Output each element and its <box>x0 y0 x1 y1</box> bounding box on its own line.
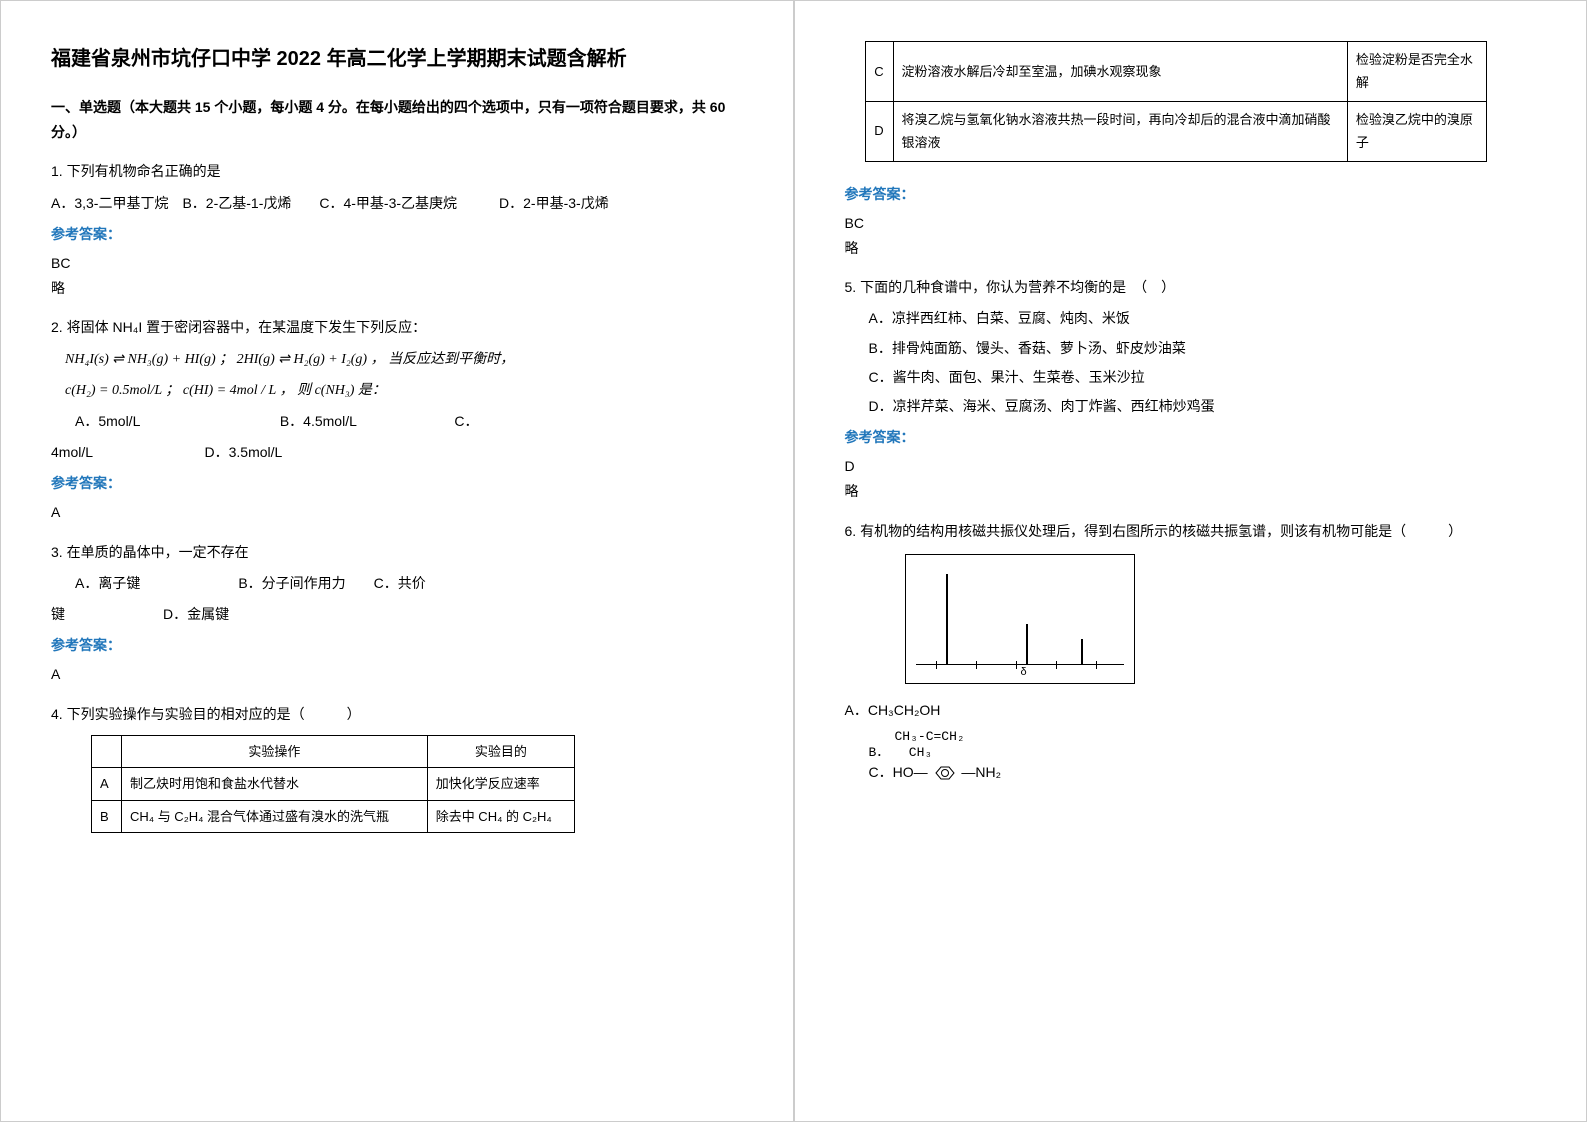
q4-rowB-op: CH₄ 与 C₂H₄ 混合气体通过盛有溴水的洗气瓶 <box>122 800 428 832</box>
table-row: D 将溴乙烷与氢氧化钠水溶液共热一段时间，再向冷却后的混合液中滴加硝酸银溶液 检… <box>865 101 1486 161</box>
nmr-tick <box>1096 661 1097 669</box>
q4-rowC-op: 淀粉溶液水解后冷却至室温，加碘水观察现象 <box>893 42 1347 102</box>
q2-stem: 2. 将固体 NH₄I 置于密闭容器中，在某温度下发生下列反应： <box>51 315 743 340</box>
nmr-peak <box>1081 639 1083 664</box>
table-row: B CH₄ 与 C₂H₄ 混合气体通过盛有溴水的洗气瓶 除去中 CH₄ 的 C₂… <box>92 800 575 832</box>
q2-opts-1: A．5mol/L B．4.5mol/L C． <box>75 409 743 434</box>
nmr-tick <box>936 661 937 669</box>
q1-note: 略 <box>51 276 743 301</box>
q6-opt-c: C．HO— —NH₂ <box>869 760 1537 785</box>
q4-rowA-op: 制乙炔时用饱和食盐水代替水 <box>122 768 428 800</box>
q6-opt-a: A．CH₃CH₂OH <box>845 698 1537 723</box>
q2-formula-2: c(H₂) = 0.5mol/L ； c(HI) = 4mol / L ， 则 … <box>65 378 743 403</box>
table-row: C 淀粉溶液水解后冷却至室温，加碘水观察现象 检验淀粉是否完全水解 <box>865 42 1486 102</box>
q3-ans: A <box>51 662 743 687</box>
q5-stem: 5. 下面的几种食谱中，你认为营养不均衡的是 （ ） <box>845 275 1537 300</box>
q6-stem: 6. 有机物的结构用核磁共振仪处理后，得到右图所示的核磁共振氢谱，则该有机物可能… <box>845 519 1537 544</box>
q5-opt-b: B．排骨炖面筋、馒头、香菇、萝卜汤、虾皮炒油菜 <box>869 336 1537 361</box>
q6-opt-b-line1: CH₃-C=CH₂ <box>869 729 1537 745</box>
q5-ans-label: 参考答案： <box>845 425 1537 450</box>
page-right: C 淀粉溶液水解后冷却至室温，加碘水观察现象 检验淀粉是否完全水解 D 将溴乙烷… <box>794 0 1587 1122</box>
nmr-spectrum: δ <box>905 554 1135 684</box>
q2-ans: A <box>51 500 743 525</box>
q4-table: 实验操作 实验目的 A 制乙炔时用饱和食盐水代替水 加快化学反应速率 B CH₄… <box>91 735 575 833</box>
q5-note: 略 <box>845 479 1537 504</box>
q1-stem: 1. 下列有机物命名正确的是 <box>51 159 743 184</box>
nmr-axis-label: δ <box>1021 663 1027 683</box>
doc-title: 福建省泉州市坑仔口中学 2022 年高二化学上学期期末试题含解析 <box>51 41 743 77</box>
q4-rowB-letter: B <box>92 800 122 832</box>
q4-rowC-aim: 检验淀粉是否完全水解 <box>1347 42 1486 102</box>
section-1-head: 一、单选题（本大题共 15 个小题，每小题 4 分。在每小题给出的四个选项中，只… <box>51 95 743 145</box>
nmr-peak <box>946 574 948 664</box>
page-left: 福建省泉州市坑仔口中学 2022 年高二化学上学期期末试题含解析 一、单选题（本… <box>0 0 794 1122</box>
nmr-x-axis <box>916 664 1124 665</box>
q4-th-aim: 实验目的 <box>427 735 574 767</box>
q5-opt-d: D．凉拌芹菜、海米、豆腐汤、肉丁炸酱、西红柿炒鸡蛋 <box>869 394 1537 419</box>
q4-note: 略 <box>845 236 1537 261</box>
q4-col-blank <box>92 735 122 767</box>
nmr-tick <box>1056 661 1057 669</box>
q4-stem: 4. 下列实验操作与实验目的相对应的是（ ） <box>51 702 743 727</box>
q4-rowD-aim: 检验溴乙烷中的溴原子 <box>1347 101 1486 161</box>
nmr-peak <box>1026 624 1028 664</box>
q5-ans: D <box>845 454 1537 479</box>
q4-rowD-letter: D <box>865 101 893 161</box>
q4-rowA-letter: A <box>92 768 122 800</box>
q5-opt-c: C．酱牛肉、面包、果汁、生菜卷、玉米沙拉 <box>869 365 1537 390</box>
q4-table-cont: C 淀粉溶液水解后冷却至室温，加碘水观察现象 检验淀粉是否完全水解 D 将溴乙烷… <box>865 41 1487 162</box>
q3-opts-2: 键 D．金属键 <box>51 602 743 627</box>
q3-stem: 3. 在单质的晶体中，一定不存在 <box>51 540 743 565</box>
q1-ans: BC <box>51 251 743 276</box>
q2-ans-label: 参考答案： <box>51 471 743 496</box>
q4-rowD-op: 将溴乙烷与氢氧化钠水溶液共热一段时间，再向冷却后的混合液中滴加硝酸银溶液 <box>893 101 1347 161</box>
q5-opt-a: A．凉拌西红柿、白菜、豆腐、炖肉、米饭 <box>869 306 1537 331</box>
q1-options: A．3,3-二甲基丁烷 B．2-乙基-1-戊烯 C．4-甲基-3-乙基庚烷 D．… <box>51 191 743 216</box>
benzene-ring-icon <box>932 765 958 781</box>
q4-rowC-letter: C <box>865 42 893 102</box>
q2-opts-2: 4mol/L D．3.5mol/L <box>51 440 743 465</box>
q2-formula-1: NH₄I(s) ⇌ NH₃(g) + HI(g) ； 2HI(g) ⇌ H₂(g… <box>65 347 743 372</box>
q6-opt-b-line2: B． CH₃ <box>869 745 1537 761</box>
table-row: 实验操作 实验目的 <box>92 735 575 767</box>
nmr-tick <box>1016 661 1017 669</box>
q6-c-suffix: —NH₂ <box>961 764 1001 780</box>
q3-opts-1: A．离子键 B．分子间作用力 C．共价 <box>75 571 743 596</box>
q4-rowA-aim: 加快化学反应速率 <box>427 768 574 800</box>
q4-rowB-aim: 除去中 CH₄ 的 C₂H₄ <box>427 800 574 832</box>
q3-ans-label: 参考答案： <box>51 633 743 658</box>
q4-ans-label: 参考答案： <box>845 182 1537 207</box>
q4-ans: BC <box>845 211 1537 236</box>
nmr-tick <box>976 661 977 669</box>
q5-options: A．凉拌西红柿、白菜、豆腐、炖肉、米饭 B．排骨炖面筋、馒头、香菇、萝卜汤、虾皮… <box>845 306 1537 419</box>
table-row: A 制乙炔时用饱和食盐水代替水 加快化学反应速率 <box>92 768 575 800</box>
q1-ans-label: 参考答案： <box>51 222 743 247</box>
q4-th-op: 实验操作 <box>122 735 428 767</box>
q6-c-prefix: C．HO— <box>869 764 928 780</box>
